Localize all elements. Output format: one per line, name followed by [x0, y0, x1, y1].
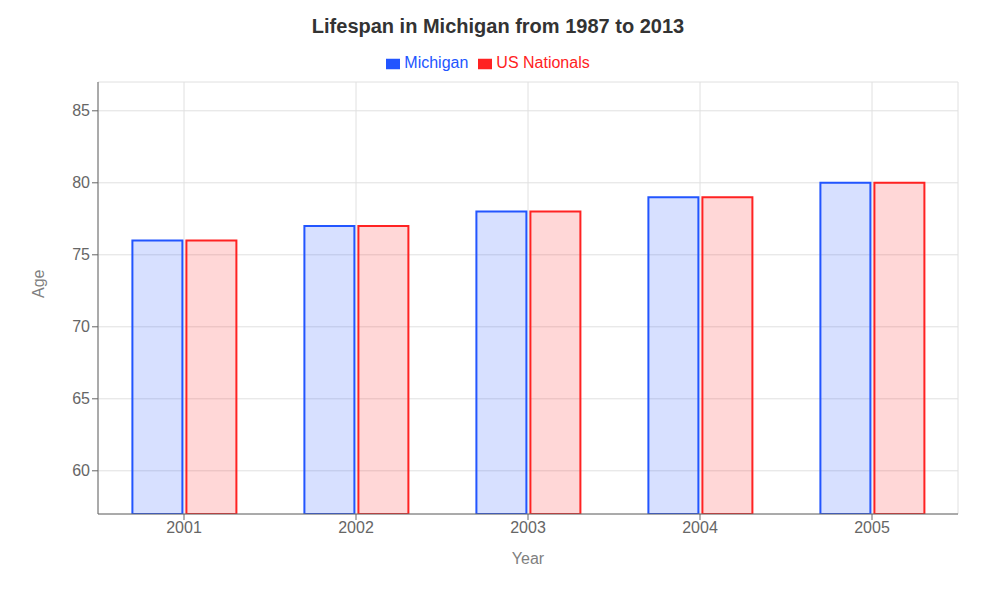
svg-text:2003: 2003: [510, 519, 546, 536]
svg-text:85: 85: [72, 102, 90, 119]
html-text:Lifespan in Michigan from 1987: Lifespan in Michigan from 1987 to 2013: [311, 15, 685, 37]
svg-text:75: 75: [72, 246, 90, 263]
html-text:US Nationals: US Nationals: [496, 54, 590, 71]
svg-text:Age: Age: [30, 269, 47, 298]
svg-text:70: 70: [72, 318, 90, 335]
svg-text:2002: 2002: [338, 519, 374, 536]
html-text:Michigan: Michigan: [404, 54, 469, 71]
svg-text:60: 60: [72, 462, 90, 479]
svg-text:Year: Year: [512, 550, 545, 567]
svg-text:80: 80: [72, 174, 90, 191]
svg-text:2005: 2005: [854, 519, 890, 536]
svg-text:65: 65: [72, 390, 90, 407]
svg-text:2004: 2004: [682, 519, 718, 536]
svg-text:2001: 2001: [166, 519, 202, 536]
